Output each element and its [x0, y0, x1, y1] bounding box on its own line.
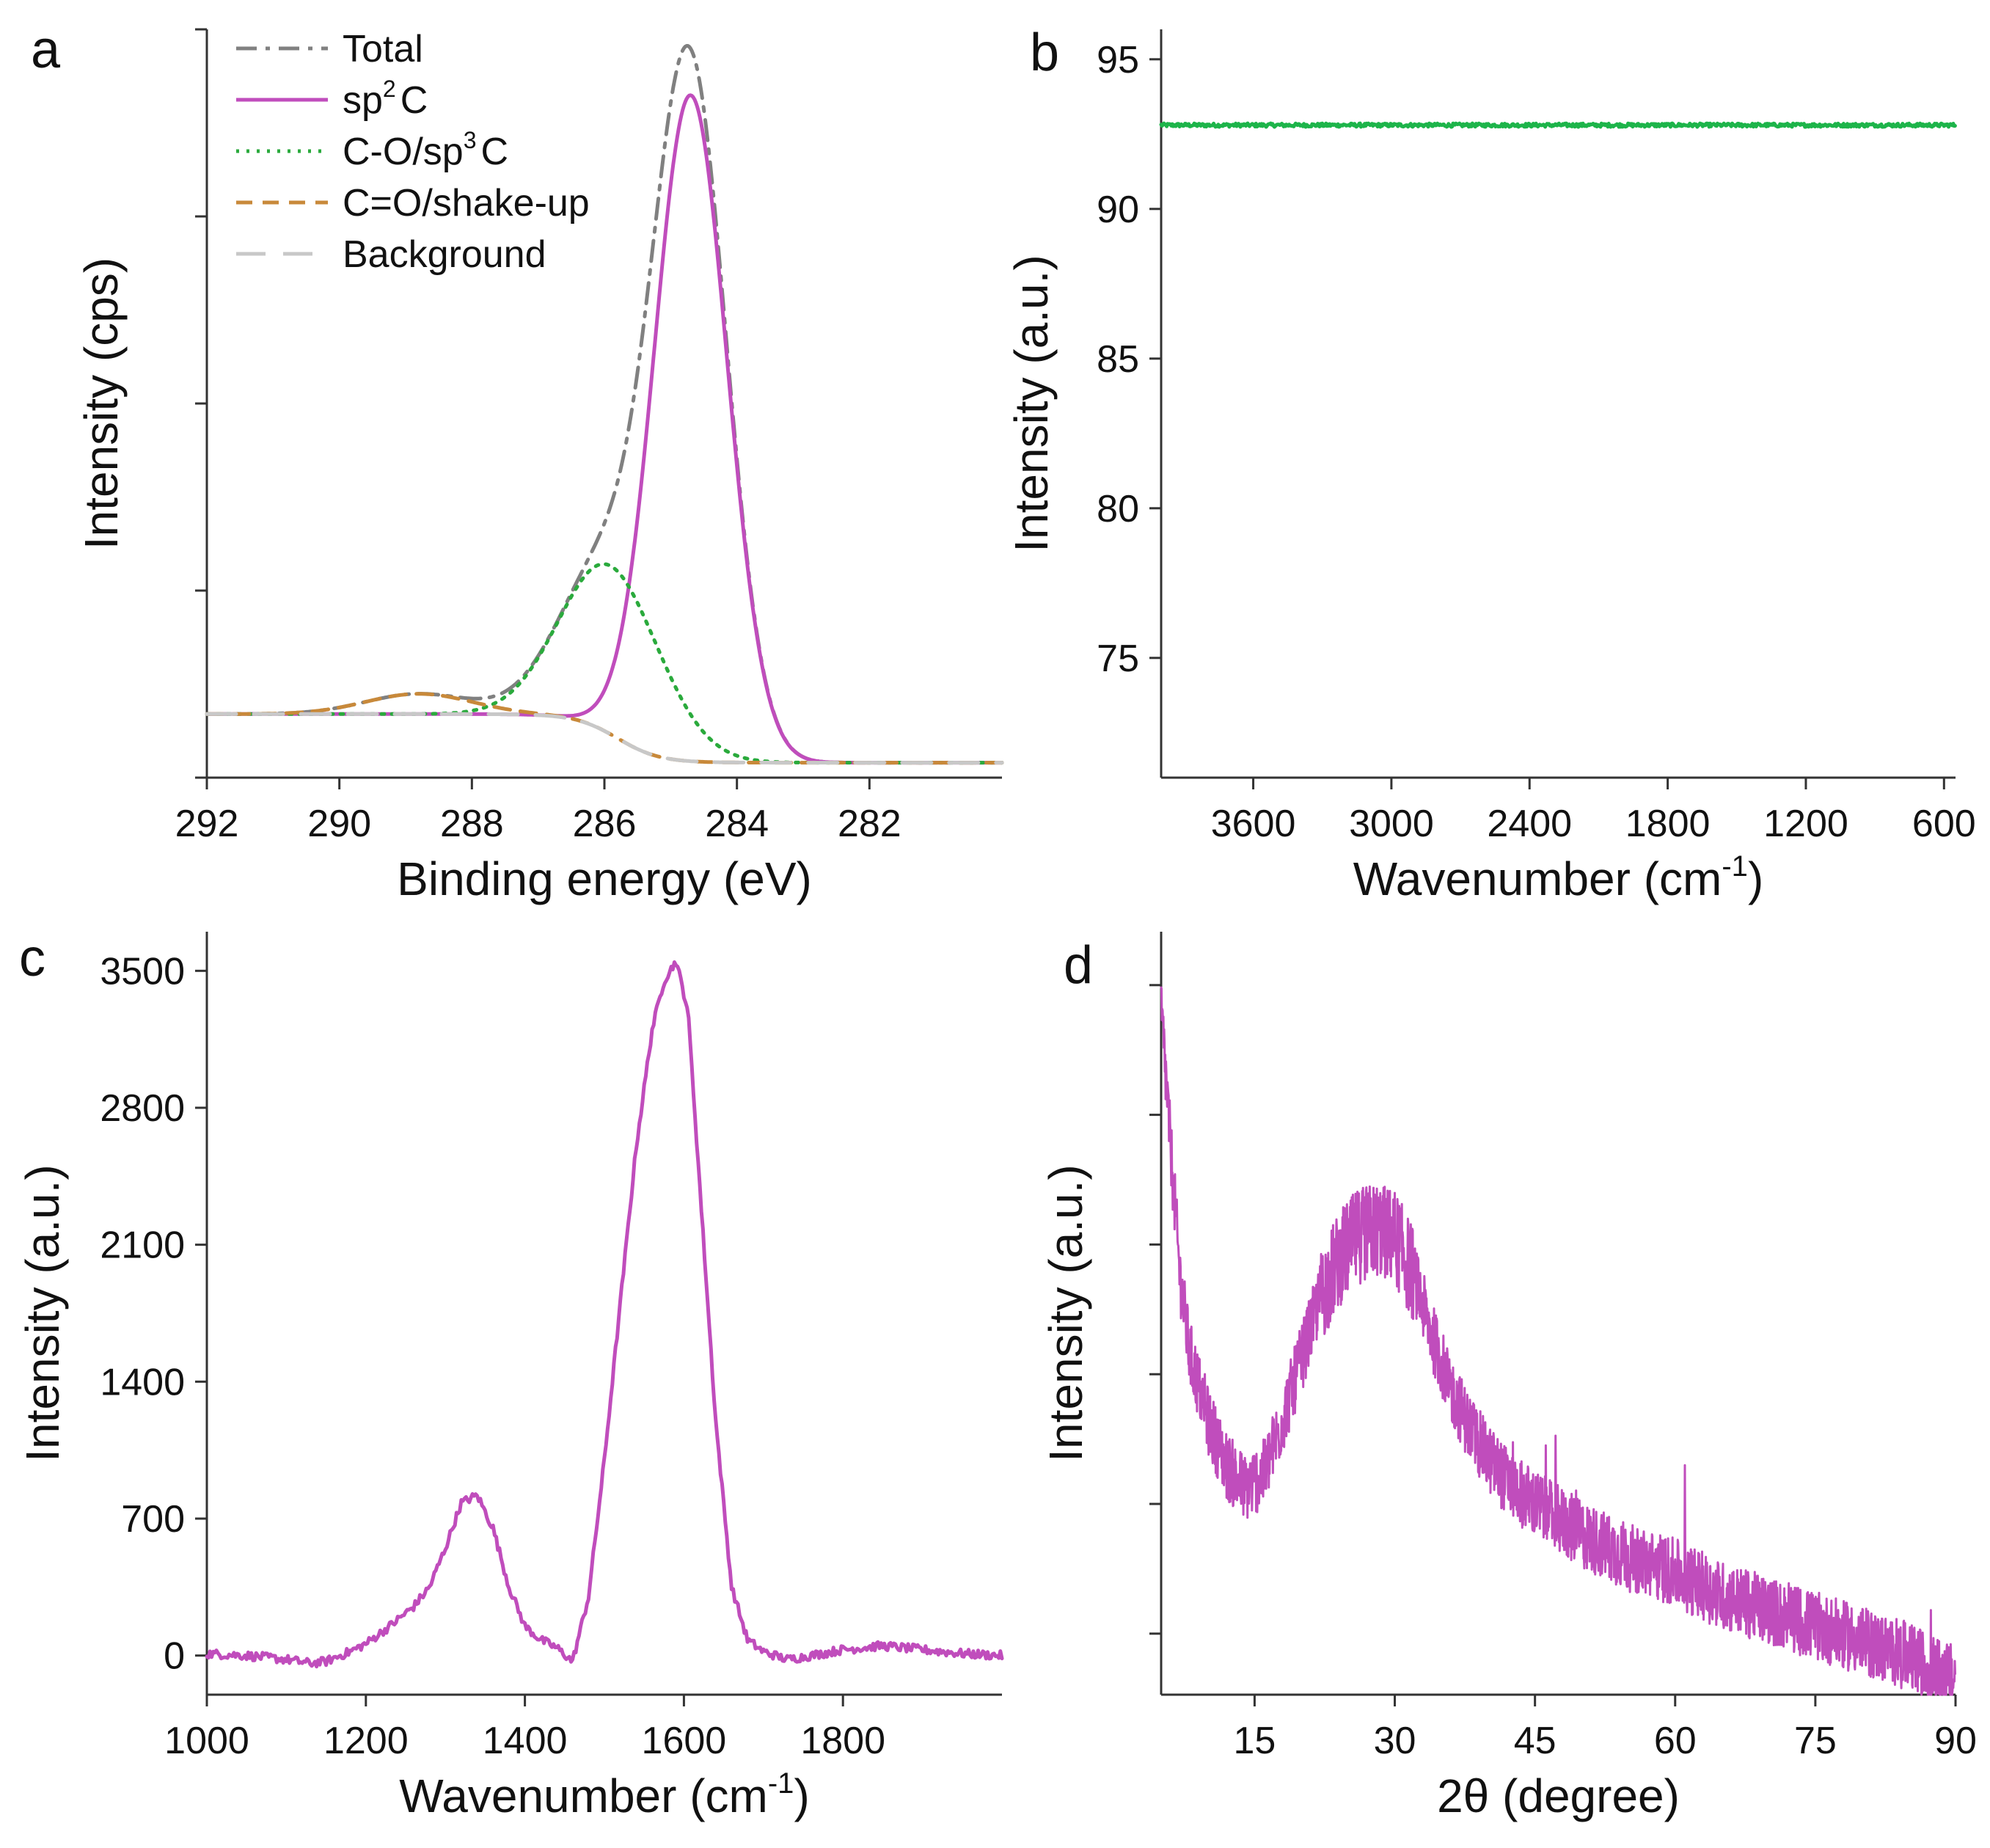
- legend-label-0: Total: [343, 28, 423, 70]
- panel-d-x-tick-label: 60: [1654, 1720, 1697, 1762]
- panel-b-ftir-line: [1159, 121, 1957, 129]
- panel-d-x-tick-label: 75: [1794, 1720, 1837, 1762]
- panel-b-y-tick-label: 75: [1097, 638, 1139, 680]
- panel-c-y-tick-label: 2800: [100, 1087, 185, 1130]
- panel-c-y-axis-title: Intensity (a.u.): [16, 1164, 69, 1462]
- panel-d-x-tick-label: 30: [1374, 1720, 1416, 1762]
- panel-c-x-tick-label: 1000: [164, 1720, 249, 1762]
- panel-a-letter: a: [31, 21, 61, 79]
- panel-c-y-tick-label: 700: [121, 1498, 185, 1541]
- panel-a-x-tick-label: 290: [307, 803, 371, 845]
- panel-b-y-tick-label: 80: [1097, 488, 1139, 530]
- panel-a-x-tick-label: 292: [175, 803, 239, 845]
- panel-b-x-tick-label: 1800: [1625, 803, 1711, 845]
- panel-c-x-tick-label: 1600: [642, 1720, 727, 1762]
- panel-a-y-axis-title: Intensity (cps): [75, 258, 128, 549]
- panel-a: 292 290 288 286 284 282 Binding energy (eV) Int…: [31, 21, 1004, 905]
- panel-b-x-tick-label: 2400: [1487, 803, 1572, 845]
- panel-b-x-tick-label: 600: [1912, 803, 1976, 845]
- panel-c-x-tick-label: 1200: [323, 1720, 409, 1762]
- panel-c: 1000 1200 1400 1600 1800 0 700 1400 2100 2800 3500…: [16, 929, 1004, 1822]
- panel-a-x-tick-label: 288: [440, 803, 504, 845]
- panel-a-series-background: [205, 712, 1004, 765]
- panel-a-x-tick-label: 286: [573, 803, 637, 845]
- panel-a-series-c-o-shake-up: [205, 692, 1004, 765]
- panel-c-y-tick-label: 0: [164, 1635, 185, 1678]
- panel-d-y-axis-title: Intensity (a.u.): [1039, 1164, 1092, 1462]
- panel-a-x-tick-label: 282: [838, 803, 901, 845]
- panel-c-y-tick-label: 2100: [100, 1224, 185, 1267]
- legend-label-3: C=O/shake-up: [343, 182, 590, 224]
- panel-c-x-axis-title: Wavenumber (cm-1): [399, 1767, 810, 1822]
- panel-c-y-tick-label: 3500: [100, 950, 185, 993]
- panel-b-x-tick-label: 3600: [1211, 803, 1296, 845]
- panel-a-series-sp2-c: [205, 93, 1004, 765]
- panel-b-y-tick-label: 90: [1097, 189, 1139, 231]
- panel-d: 15 30 45 60 75 90 2θ (degree) Intensity (a.u.) d: [1039, 932, 1977, 1822]
- panel-b: 3600 3000 2400 1800 1200 600 75 80 85 90 95 Wavenum…: [1005, 23, 1976, 905]
- panel-c-letter: c: [19, 929, 45, 987]
- panel-a-x-tick-label: 284: [705, 803, 769, 845]
- panel-c-raman-line: [205, 960, 1004, 1669]
- panel-d-x-tick-label: 15: [1233, 1720, 1276, 1762]
- panel-b-letter: b: [1030, 23, 1059, 82]
- panel-b-x-tick-label: 3000: [1349, 803, 1434, 845]
- panel-b-y-tick-label: 95: [1097, 39, 1139, 81]
- panel-d-x-tick-label: 45: [1514, 1720, 1556, 1762]
- legend-label-2: C-O/sp3 C: [343, 127, 508, 173]
- panel-b-x-tick-label: 1200: [1763, 803, 1848, 845]
- panel-c-x-tick-label: 1800: [800, 1720, 885, 1762]
- panel-d-x-axis-title: 2θ (degree): [1437, 1770, 1680, 1822]
- legend-label-1: sp2 C: [343, 76, 428, 122]
- panel-b-y-axis-title: Intensity (a.u.): [1005, 255, 1058, 552]
- panel-b-y-tick-label: 85: [1097, 338, 1139, 381]
- panel-a-series-total: [205, 44, 1004, 765]
- panel-d-letter: d: [1064, 936, 1093, 995]
- panel-c-y-tick-label: 1400: [100, 1361, 185, 1403]
- panel-a-x-axis-title: Binding energy (eV): [397, 852, 812, 905]
- panel-c-x-tick-label: 1400: [483, 1720, 568, 1762]
- legend-label-4: Background: [343, 233, 546, 276]
- panel-d-x-tick-label: 90: [1934, 1720, 1977, 1762]
- panel-d-xrd-line: [1160, 986, 1956, 1696]
- panel-b-x-axis-title: Wavenumber (cm-1): [1353, 850, 1764, 905]
